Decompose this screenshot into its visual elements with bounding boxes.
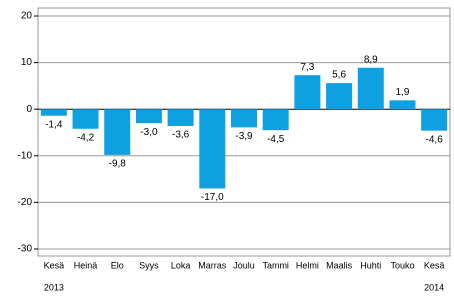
y-tick-label: 20 <box>21 11 33 22</box>
value-label: -1,4 <box>45 119 63 130</box>
value-label: -9,8 <box>109 159 127 170</box>
bar <box>135 109 162 124</box>
value-label: 8,9 <box>364 54 378 65</box>
bar <box>72 109 99 129</box>
bar <box>262 109 289 131</box>
x-tick-label: Tammi <box>262 260 289 270</box>
bar <box>326 83 353 110</box>
bar <box>40 109 67 116</box>
x-tick-label: Heinä <box>74 260 98 270</box>
value-label: -3,0 <box>140 127 158 138</box>
year-label: 2014 <box>424 282 444 292</box>
value-label: -4,2 <box>77 132 95 143</box>
bar <box>357 67 384 110</box>
value-label: -4,6 <box>426 134 444 145</box>
bar <box>167 109 194 126</box>
x-tick-label: Joulu <box>233 260 255 270</box>
y-tick-label: 10 <box>21 57 33 68</box>
x-tick-label: Helmi <box>296 260 319 270</box>
value-label: 5,6 <box>332 70 346 81</box>
y-tick-label: -20 <box>18 197 33 208</box>
plot-frame <box>37 7 451 257</box>
bar <box>389 100 416 110</box>
value-label: 1,9 <box>396 87 410 98</box>
bar <box>421 109 448 131</box>
bar <box>231 109 257 128</box>
y-tick-label: -30 <box>18 244 33 255</box>
x-tick-label: Elo <box>111 260 124 270</box>
bar <box>104 109 131 155</box>
y-tick-label: 0 <box>26 104 32 115</box>
value-label: -17,0 <box>201 192 224 203</box>
x-tick-label: Touko <box>390 260 414 270</box>
value-label: -3,6 <box>172 130 190 141</box>
year-label: 2013 <box>44 282 64 292</box>
x-tick-label: Loka <box>171 260 191 270</box>
x-tick-label: Maalis <box>326 260 353 270</box>
value-label: 7,3 <box>300 62 314 73</box>
x-tick-label: Kesä <box>44 260 65 270</box>
x-tick-label: Syys <box>139 260 159 270</box>
value-label: -3,9 <box>235 131 253 142</box>
x-tick-label: Kesä <box>424 260 445 270</box>
value-label: -4,5 <box>267 134 285 145</box>
x-tick-label: Huhti <box>360 260 381 270</box>
y-tick-label: -10 <box>18 150 33 161</box>
x-tick-label: Marras <box>198 260 227 270</box>
bar <box>199 109 226 189</box>
bar <box>294 75 321 110</box>
